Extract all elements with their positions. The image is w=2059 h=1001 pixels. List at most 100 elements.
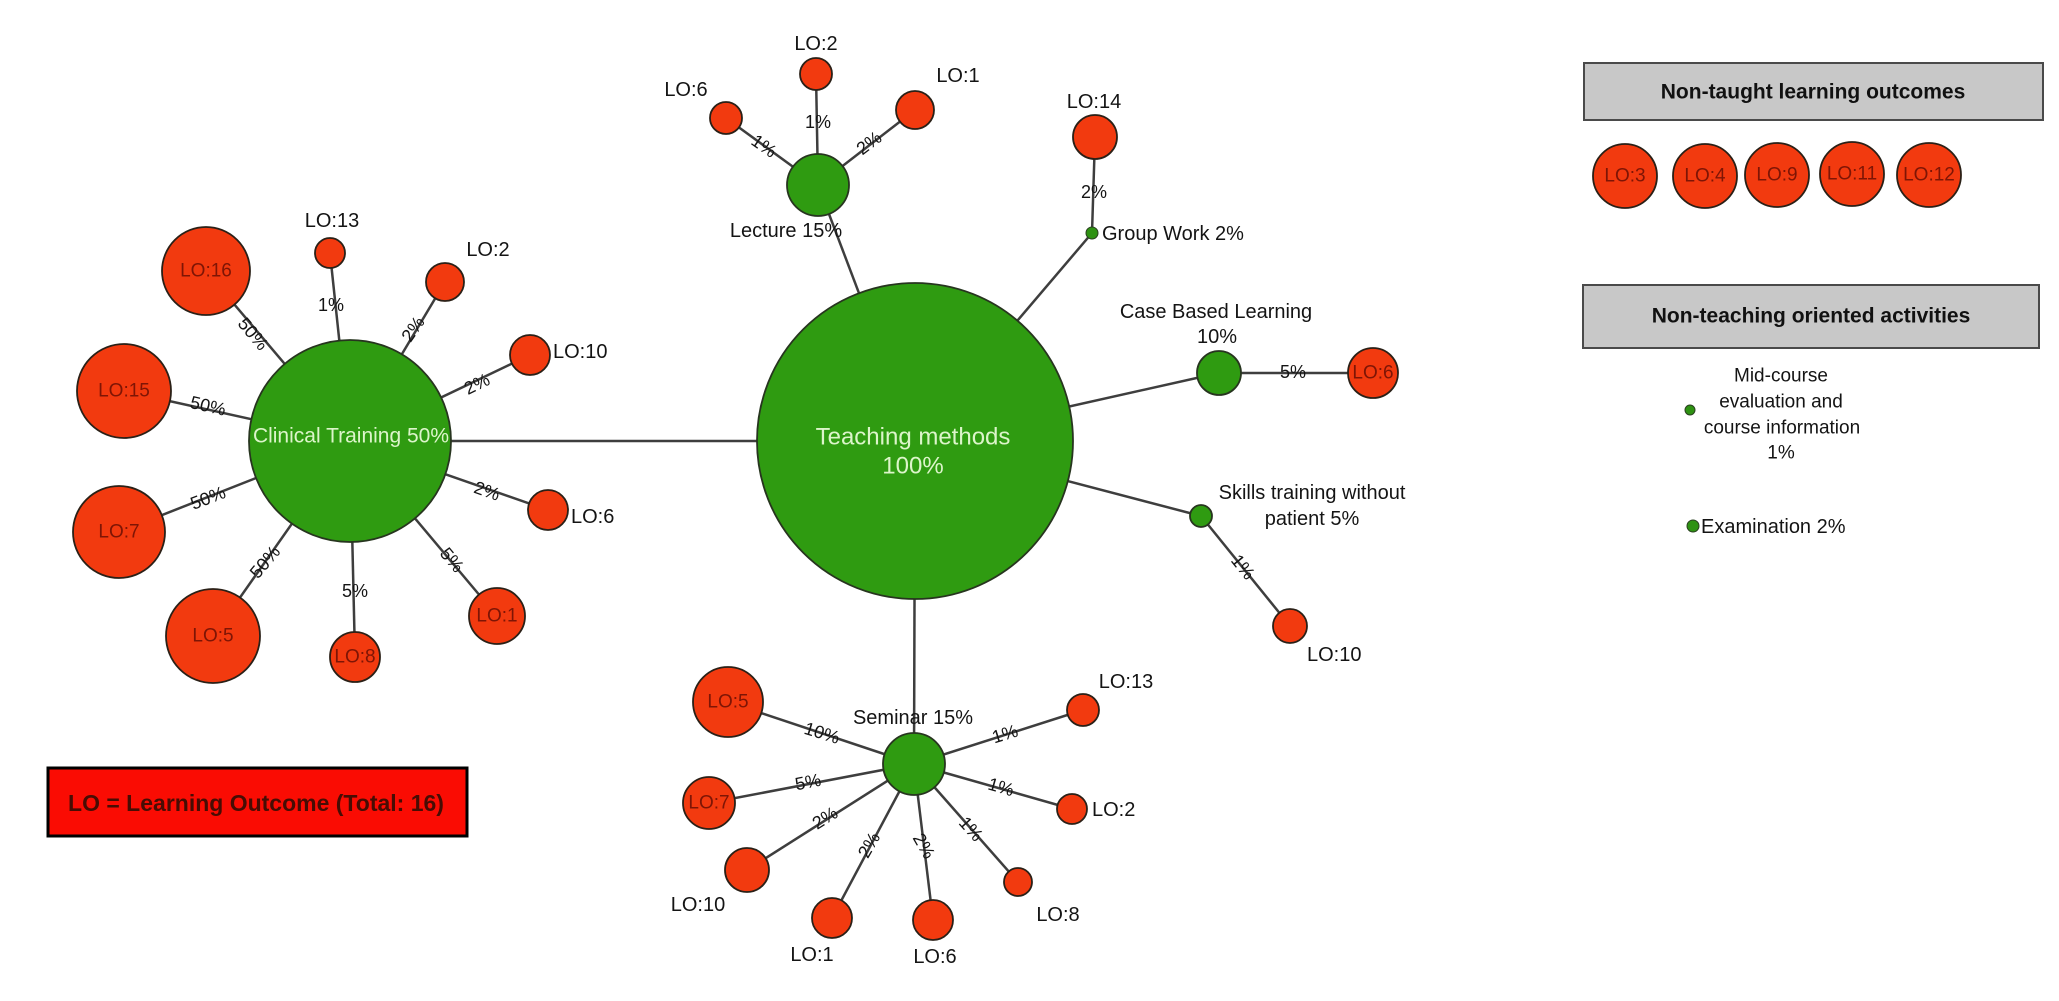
clinical-lo16-label: LO:16	[180, 261, 232, 282]
pct-casebased-lo6: 5%	[1280, 362, 1306, 382]
node-clinical-lo13	[314, 237, 346, 269]
node-lecture	[786, 153, 850, 217]
node-labels: Teaching methods 100% Clinical Training …	[98, 33, 1406, 968]
pct-clinical-lo16: 50%	[234, 314, 272, 354]
node-lecture-lo2	[799, 57, 833, 91]
node-teaching-methods	[756, 282, 1074, 600]
lecture-lo2-label: LO:2	[794, 33, 837, 55]
node-clinical-lo2	[425, 262, 465, 302]
teaching-label-line1: Teaching methods	[816, 424, 1011, 451]
edge-seminar-lo10	[746, 762, 915, 872]
edge-seminar-lo7	[708, 762, 915, 805]
node-seminar-lo5	[692, 666, 764, 738]
skills-lo10-label: LO:10	[1307, 644, 1361, 666]
node-clinical-lo6	[527, 489, 569, 531]
mid-course-line4: 1%	[1767, 443, 1795, 464]
node-nontaught-lo3	[1592, 143, 1658, 209]
nontaught-lo3-label: LO:3	[1604, 166, 1645, 187]
nodes	[72, 57, 1399, 941]
clinical-lo6-label: LO:6	[571, 506, 614, 528]
legend-non-teaching: Non-teaching oriented activities Mid-cou…	[1582, 284, 2040, 538]
mid-course-line1: Mid-course	[1734, 366, 1828, 387]
non-taught-title-box	[1583, 62, 2044, 121]
node-nontaught-lo12	[1896, 142, 1962, 208]
casebased-label-line1: Case Based Learning	[1120, 301, 1312, 323]
groupwork-label: Group Work 2%	[1102, 223, 1244, 245]
non-teaching-title: Non-teaching oriented activities	[1652, 305, 1971, 328]
clinical-lo13-label: LO:13	[305, 210, 359, 232]
pct-seminar-lo7: 5%	[793, 770, 822, 795]
footer-note: LO = Learning Outcome (Total: 16)	[46, 766, 469, 838]
clinical-lo8-label: LO:8	[334, 647, 375, 668]
clinical-lo7-label: LO:7	[98, 522, 139, 543]
node-lecture-lo1	[895, 90, 935, 130]
lecture-lo1-label: LO:1	[936, 65, 979, 87]
node-skills-lo10	[1272, 608, 1308, 644]
node-clinical-lo15	[76, 343, 172, 439]
clinical-lo15-label: LO:15	[98, 381, 150, 402]
node-seminar-lo1	[811, 897, 853, 939]
node-nontaught-lo4	[1672, 143, 1738, 209]
pct-clinical-lo15: 50%	[188, 392, 228, 420]
seminar-lo6-label: LO:6	[913, 946, 956, 968]
non-taught-title: Non-taught learning outcomes	[1661, 81, 1966, 104]
seminar-lo10-label: LO:10	[671, 894, 725, 916]
node-clinical-lo16	[161, 226, 251, 316]
seminar-lo5-label: LO:5	[707, 692, 748, 713]
seminar-lo8-label: LO:8	[1036, 904, 1079, 926]
pct-clinical-lo6: 2%	[471, 477, 502, 504]
nontaught-lo12-label: LO:12	[1903, 165, 1955, 186]
node-clinical-lo10	[509, 334, 551, 376]
node-clinical-lo5	[165, 588, 261, 684]
node-seminar-lo10	[724, 847, 770, 893]
node-seminar-lo8	[1003, 867, 1033, 897]
lecture-label: Lecture 15%	[730, 220, 843, 242]
node-nontaught-lo9	[1744, 142, 1810, 208]
seminar-label: Seminar 15%	[853, 707, 973, 729]
mid-course-line2: evaluation and	[1719, 392, 1843, 413]
nontaught-lo11-label: LO:11	[1827, 164, 1877, 185]
node-skills	[1189, 504, 1213, 528]
skills-label-line1: Skills training without	[1219, 482, 1406, 504]
pct-clinical-lo7: 50%	[188, 482, 229, 514]
casebased-lo6-label: LO:6	[1352, 363, 1393, 384]
pct-seminar-lo13: 1%	[990, 721, 1021, 748]
node-seminar-lo13	[1066, 693, 1100, 727]
seminar-lo13-label: LO:13	[1099, 671, 1153, 693]
node-seminar-lo6	[912, 899, 954, 941]
pct-lecture-lo6: 1%	[748, 130, 781, 161]
clinical-lo2-label: LO:2	[466, 239, 509, 261]
node-seminar-lo7	[682, 776, 736, 830]
edge-skills-lo10	[1200, 515, 1291, 627]
pct-clinical-lo8: 5%	[342, 581, 368, 601]
mid-course-line3: course information	[1704, 418, 1860, 439]
pct-clinical-lo5: 50%	[246, 542, 284, 582]
node-nontaught-lo11	[1819, 141, 1885, 207]
node-clinical-lo1	[468, 587, 526, 645]
seminar-lo2-label: LO:2	[1092, 799, 1135, 821]
pct-clinical-lo13: 1%	[318, 295, 344, 315]
node-seminar	[882, 732, 946, 796]
legend-non-taught: Non-taught learning outcomes LO:3 LO:4 L…	[1583, 62, 2044, 209]
seminar-lo1-label: LO:1	[790, 944, 833, 966]
node-groupwork	[1085, 226, 1099, 240]
non-teaching-title-box	[1582, 284, 2040, 349]
lecture-lo6-label: LO:6	[664, 79, 707, 101]
footer-note-label: LO = Learning Outcome (Total: 16)	[68, 790, 444, 816]
seminar-lo7-label: LO:7	[688, 793, 729, 814]
node-clinical-lo8	[329, 631, 381, 683]
clinical-lo10-label: LO:10	[553, 341, 607, 363]
node-casebased-lo6	[1347, 347, 1399, 399]
clinical-lo1-label: LO:1	[476, 606, 517, 627]
node-clinical-lo7	[72, 485, 166, 579]
skills-label-line2: patient 5%	[1265, 508, 1360, 530]
nontaught-lo9-label: LO:9	[1756, 165, 1797, 186]
pct-groupwork-lo14: 2%	[1081, 182, 1107, 202]
nontaught-lo4-label: LO:4	[1684, 166, 1726, 187]
node-groupwork-lo14	[1072, 114, 1118, 160]
examination-label: Examination 2%	[1701, 516, 1846, 538]
node-casebased	[1196, 350, 1242, 396]
node-seminar-lo2	[1056, 793, 1088, 825]
